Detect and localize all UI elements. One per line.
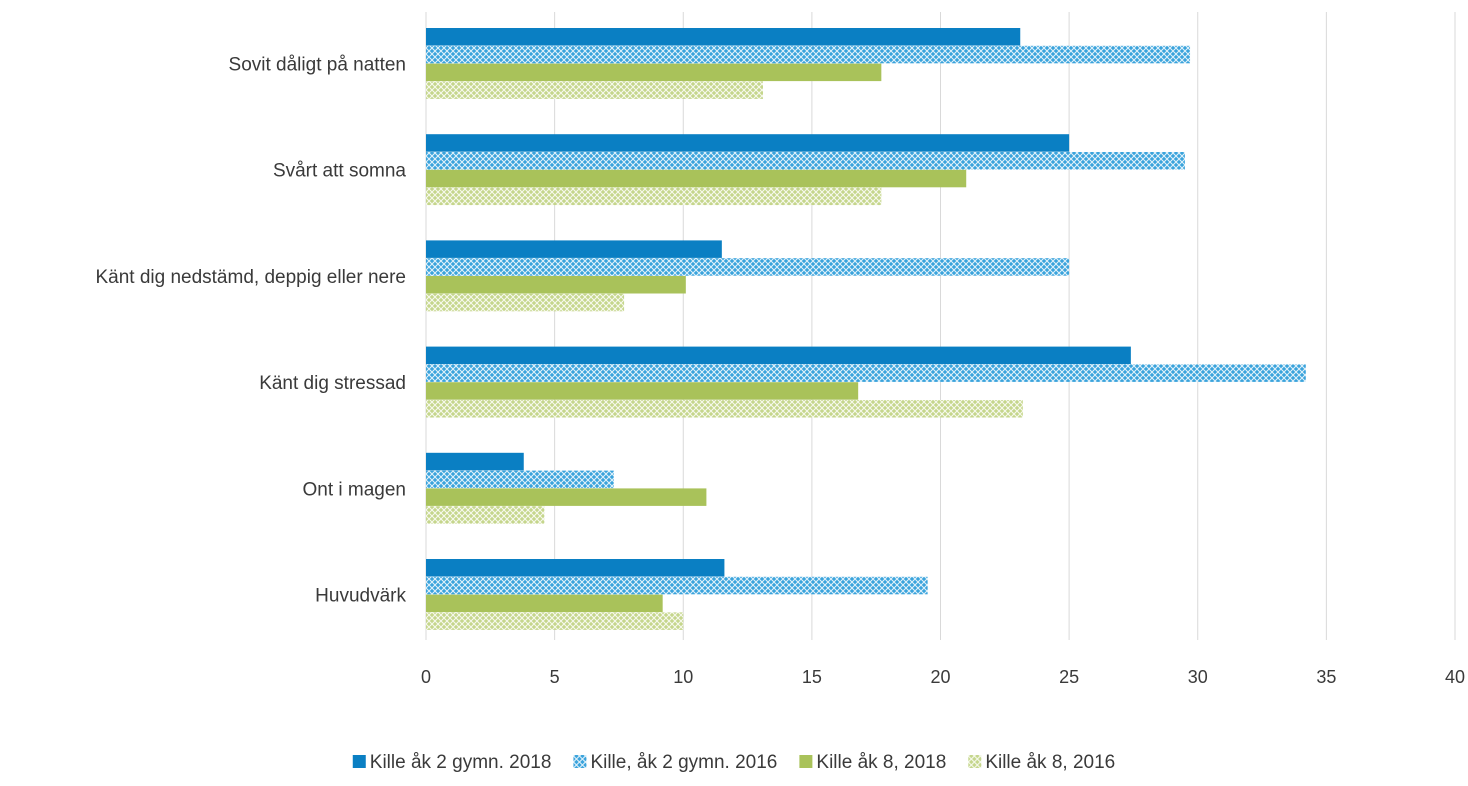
legend: Kille åk 2 gymn. 2018 Kille, åk 2 gymn. 2… — [352, 752, 1115, 773]
bar-3-series-3 — [426, 276, 686, 294]
bar-5-series-1 — [426, 452, 524, 471]
legend-item-1: Kille åk 2 gymn. 2018 — [352, 752, 552, 773]
legend-item-2: Kille, åk 2 gymn. 2016 — [573, 752, 777, 773]
bars — [426, 28, 1306, 630]
bar-4-series-4 — [426, 400, 1023, 418]
category-label-4: Känt dig stressad — [259, 373, 406, 394]
bar-2-series-3 — [426, 169, 967, 188]
category-label-5: Ont i magen — [303, 479, 407, 500]
legend-swatch-4 — [968, 755, 982, 768]
x-tick-label-20: 20 — [930, 667, 950, 687]
bar-1-series-4 — [426, 81, 763, 99]
bar-6-series-1 — [426, 559, 725, 577]
bar-4-series-1 — [426, 346, 1131, 365]
bar-5-series-2 — [426, 470, 614, 489]
x-tick-label-35: 35 — [1316, 667, 1336, 687]
bar-5-series-3 — [426, 488, 707, 506]
bar-2-series-2 — [426, 152, 1185, 170]
legend-swatch-1 — [352, 755, 366, 768]
x-tick-label-30: 30 — [1188, 667, 1208, 687]
legend-item-3: Kille åk 8, 2018 — [799, 752, 946, 773]
bar-1-series-2 — [426, 45, 1191, 64]
category-label-2: Svårt att somna — [273, 161, 406, 182]
x-tick-label-0: 0 — [421, 667, 431, 687]
legend-label-1: Kille åk 2 gymn. 2018 — [370, 752, 552, 773]
bar-2-series-4 — [426, 187, 882, 206]
x-tick-label-5: 5 — [550, 667, 560, 687]
gridlines — [425, 12, 1456, 640]
x-axis-tick-labels: 0 5 10 15 20 25 30 35 40 — [421, 667, 1465, 687]
bar-2-series-1 — [426, 134, 1070, 152]
bar-4-series-2 — [426, 364, 1306, 382]
bar-1-series-3 — [426, 63, 882, 82]
x-tick-label-40: 40 — [1445, 667, 1465, 687]
legend-label-2: Kille, åk 2 gymn. 2016 — [590, 752, 777, 773]
category-label-3: Känt dig nedstämd, deppig eller nere — [95, 267, 406, 288]
bar-4-series-3 — [426, 382, 859, 400]
bar-6-series-4 — [426, 612, 684, 630]
x-tick-label-10: 10 — [673, 667, 693, 687]
legend-swatch-2 — [573, 755, 587, 768]
legend-swatch-3 — [799, 755, 813, 768]
legend-label-4: Kille åk 8, 2016 — [985, 752, 1115, 773]
bar-3-series-1 — [426, 240, 722, 258]
bar-3-series-2 — [426, 258, 1070, 276]
category-label-6: Huvudvärk — [315, 585, 406, 606]
bar-3-series-4 — [426, 293, 625, 312]
category-labels: Sovit dåligt på natten Svårt att somna Kän… — [95, 54, 406, 606]
bar-6-series-3 — [426, 594, 663, 613]
x-tick-label-15: 15 — [802, 667, 822, 687]
bar-1-series-1 — [426, 28, 1021, 46]
x-tick-label-25: 25 — [1059, 667, 1079, 687]
legend-item-4: Kille åk 8, 2016 — [968, 752, 1115, 773]
bar-6-series-2 — [426, 576, 928, 595]
category-label-1: Sovit dåligt på natten — [229, 54, 406, 75]
legend-label-3: Kille åk 8, 2018 — [816, 752, 946, 773]
bar-5-series-4 — [426, 506, 545, 524]
